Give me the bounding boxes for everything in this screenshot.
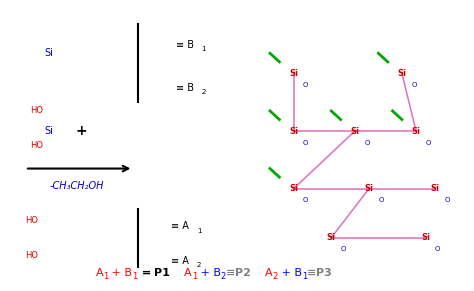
Text: P3: P3 (316, 268, 332, 278)
Text: 1: 1 (201, 46, 206, 52)
Text: Si: Si (365, 184, 374, 193)
Text: 1: 1 (103, 272, 109, 281)
Text: Si: Si (44, 126, 53, 136)
Text: Si: Si (289, 184, 298, 193)
Text: A: A (251, 268, 273, 278)
Text: 1: 1 (191, 272, 197, 281)
Text: + B: + B (109, 268, 132, 278)
Text: 2: 2 (197, 262, 201, 268)
Text: O: O (435, 246, 440, 252)
Text: HO: HO (30, 107, 43, 116)
Text: O: O (341, 246, 346, 252)
Text: ≡: ≡ (307, 268, 316, 278)
Text: 1: 1 (197, 228, 201, 233)
Text: HO: HO (30, 141, 43, 150)
Text: Si: Si (289, 127, 298, 136)
Text: ≡ B: ≡ B (176, 40, 194, 50)
Text: HO: HO (25, 216, 38, 225)
Text: 1: 1 (132, 272, 137, 281)
Text: ≡ B: ≡ B (176, 83, 194, 93)
Text: Si: Si (289, 69, 298, 78)
Text: O: O (411, 82, 417, 88)
Text: + B: + B (197, 268, 221, 278)
Text: 2: 2 (221, 272, 226, 281)
Text: A: A (170, 268, 192, 278)
Text: O: O (444, 197, 450, 203)
Text: O: O (303, 82, 309, 88)
Text: Si: Si (421, 233, 430, 242)
Text: P1: P1 (155, 268, 170, 278)
Text: Si: Si (350, 127, 359, 136)
Text: O: O (303, 140, 309, 146)
Text: +: + (76, 124, 87, 138)
Text: + B: + B (278, 268, 302, 278)
Text: ≡ A: ≡ A (171, 256, 189, 266)
Text: ≡ A: ≡ A (171, 221, 189, 231)
Text: Si: Si (44, 48, 53, 58)
Text: Si: Si (327, 233, 336, 242)
Text: Si: Si (430, 184, 439, 193)
Text: Si: Si (411, 127, 420, 136)
Text: O: O (378, 197, 384, 203)
Text: HO: HO (25, 251, 38, 260)
Text: O: O (364, 140, 370, 146)
Text: -CH₃CH₂OH: -CH₃CH₂OH (50, 181, 104, 191)
Text: =: = (137, 268, 155, 278)
Text: O: O (303, 197, 309, 203)
Text: P2: P2 (235, 268, 251, 278)
Text: ≡: ≡ (226, 268, 236, 278)
Text: 2: 2 (273, 272, 278, 281)
Text: A: A (96, 268, 103, 278)
Text: O: O (426, 140, 431, 146)
Text: 1: 1 (301, 272, 307, 281)
Text: Si: Si (397, 69, 406, 78)
Text: 2: 2 (201, 89, 206, 95)
